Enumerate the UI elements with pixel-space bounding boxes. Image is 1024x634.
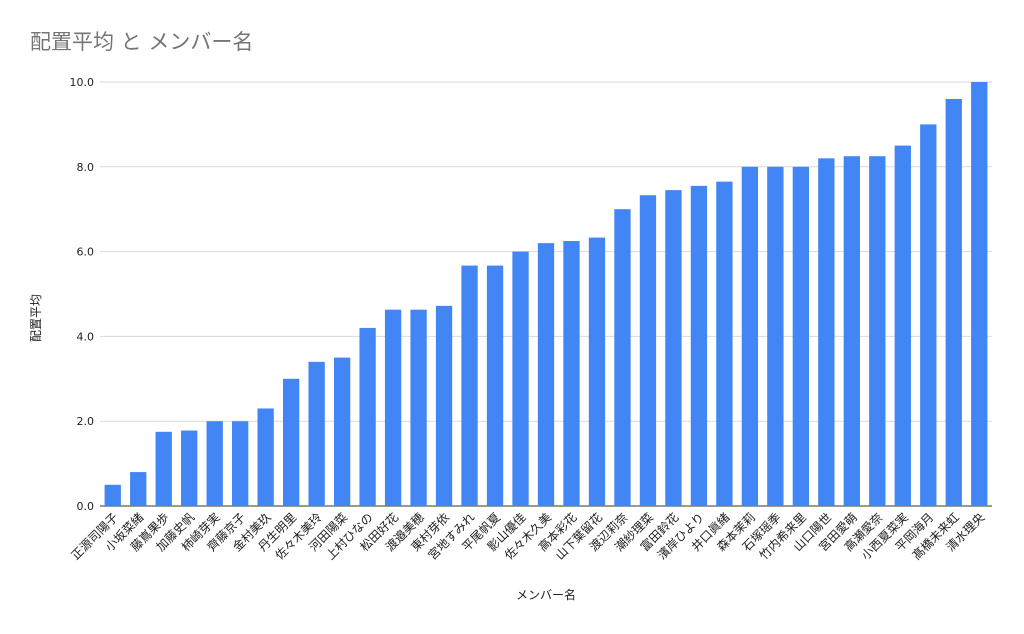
- y-tick-label: 8.0: [77, 161, 95, 174]
- x-axis-title: メンバー名: [516, 587, 576, 602]
- bar: [512, 251, 529, 506]
- bar: [232, 421, 249, 506]
- bar: [843, 156, 860, 506]
- bar: [486, 265, 504, 506]
- y-tick-labels: 0.0 2.0 4.0 6.0 8.0 10.0: [70, 76, 95, 513]
- y-axis-title: 配置平均: [29, 294, 43, 342]
- bar: [920, 124, 937, 507]
- bar: [384, 309, 402, 506]
- y-tick-label: 10.0: [70, 76, 95, 89]
- bar: [181, 430, 198, 506]
- bar: [359, 327, 376, 506]
- bar: [308, 361, 325, 506]
- bar: [333, 357, 351, 506]
- bar: [971, 82, 988, 506]
- y-tick-label: 0.0: [77, 500, 95, 513]
- bar: [792, 166, 810, 507]
- bar: [461, 265, 478, 506]
- bar: [690, 185, 708, 506]
- y-tick-label: 2.0: [77, 415, 95, 428]
- bar: [104, 484, 121, 506]
- bars: [104, 82, 988, 507]
- bar: [614, 209, 631, 506]
- bar: [282, 378, 300, 506]
- bar: [639, 195, 657, 506]
- bar: [818, 158, 835, 506]
- bar: [665, 190, 682, 506]
- y-tick-label: 4.0: [77, 330, 95, 343]
- bar: [869, 156, 886, 506]
- bar: [206, 421, 223, 506]
- bar: [257, 408, 274, 506]
- chart-title: 配置平均 と メンバー名: [30, 30, 254, 54]
- bar: [894, 145, 911, 506]
- bar: [741, 166, 759, 507]
- bar: [537, 243, 555, 506]
- bar: [588, 237, 606, 506]
- x-tick-labels: 正源司陽子小坂菜緒藤嶌果歩加藤史帆柿崎芽実齊藤京子金村美玖丹生明里佐々木美玲河田…: [69, 510, 988, 563]
- bar: [767, 166, 784, 507]
- bar: [130, 472, 147, 506]
- bar: [410, 309, 427, 506]
- y-tick-label: 6.0: [77, 246, 95, 259]
- bar: [435, 305, 453, 506]
- bar: [716, 181, 733, 506]
- bar: [945, 98, 962, 507]
- bar: [155, 431, 172, 506]
- bar: [563, 241, 580, 506]
